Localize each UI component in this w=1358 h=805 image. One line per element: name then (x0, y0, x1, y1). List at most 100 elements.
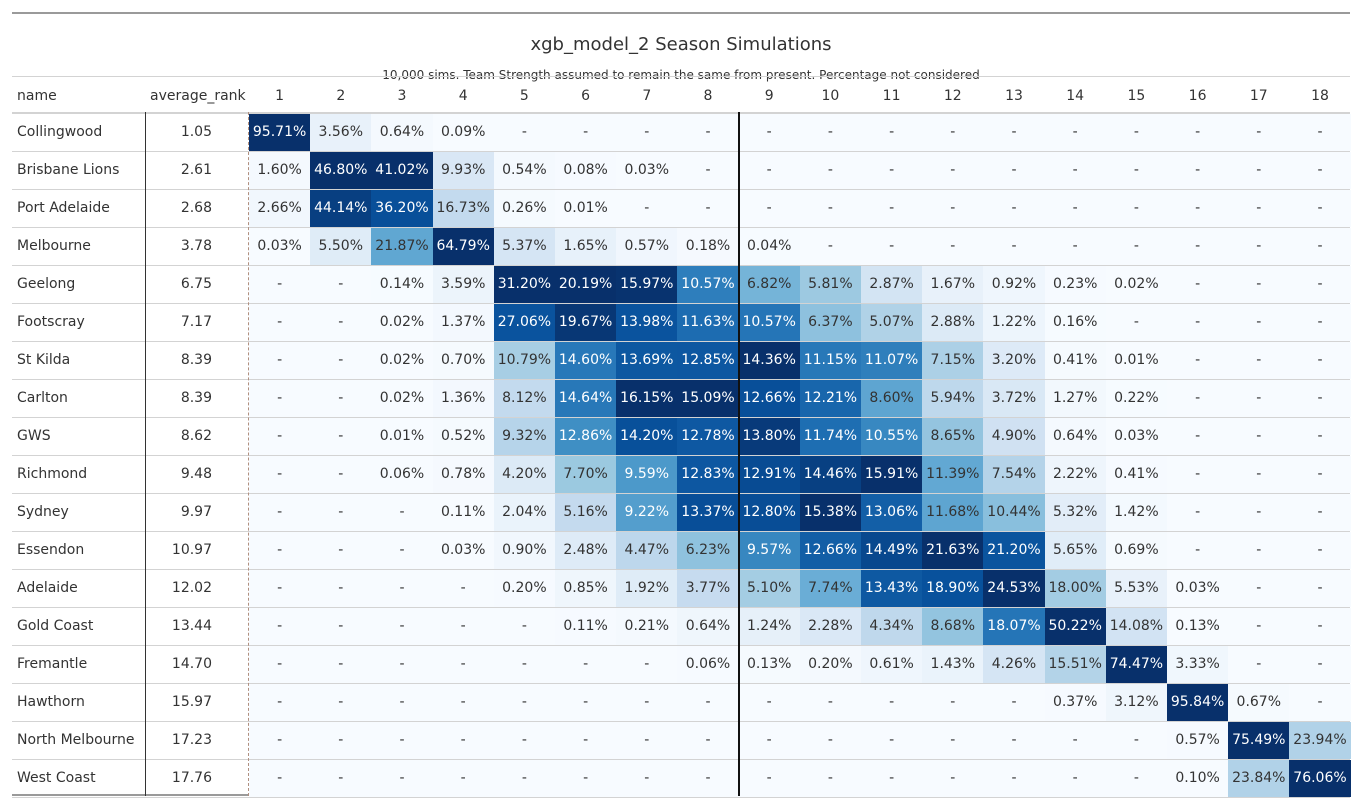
average-rank-value: 13.44 (171, 618, 212, 634)
probability-cell: - (1228, 456, 1290, 493)
probability-cell: - (432, 722, 494, 759)
probability-cell: - (371, 494, 433, 531)
probability-cell: 14.46% (799, 456, 861, 493)
probability-cell: 0.11% (555, 608, 617, 645)
probability-cell: 12.91% (738, 456, 800, 493)
probability-cell: 15.91% (861, 456, 923, 493)
probability-cell: - (738, 152, 800, 189)
probability-cell: - (1228, 342, 1290, 379)
header-name: name (17, 88, 57, 104)
probability-cell: 10.55% (861, 418, 923, 455)
table-row: Gold Coast 13.44- - - - -0.11% 0.21% 0.64% 1.24%… (12, 608, 1351, 646)
table-row: Fremantle 14.70- - - - - - -0.06% 0.13% 0.20% 0.61… (12, 646, 1351, 684)
probability-cell: 10.44% (983, 494, 1045, 531)
probability-cell: - (799, 190, 861, 227)
probability-cell: - (861, 228, 923, 265)
probability-cell: - (1228, 152, 1290, 189)
probability-cell: - (310, 342, 372, 379)
header-position-9: 9 (764, 88, 774, 104)
probability-cell: 13.43% (861, 570, 923, 607)
probability-cell: 2.04% (493, 494, 555, 531)
probability-cell: 2.48% (555, 532, 617, 569)
probability-cell: 14.36% (738, 342, 800, 379)
probability-cell: 0.64% (677, 608, 739, 645)
probability-cell: - (1228, 266, 1290, 303)
probability-cell: 21.87% (371, 228, 433, 265)
team-name: Brisbane Lions (17, 162, 120, 178)
probability-cell: - (1044, 760, 1106, 797)
probability-cell: 0.13% (1167, 608, 1229, 645)
probability-cell: 36.20% (371, 190, 433, 227)
probability-cell: - (983, 228, 1045, 265)
probability-cell: - (1044, 228, 1106, 265)
probability-cell: 0.90% (493, 532, 555, 569)
header-position-18: 18 (1311, 88, 1329, 104)
probability-cell: - (1167, 304, 1229, 341)
table-row: Collingwood 1.05 95.71% 3.56% 0.64% 0.09% - - - -… (12, 114, 1351, 152)
header-position-12: 12 (943, 88, 962, 104)
probability-cell: - (1105, 722, 1167, 759)
probability-cell: 0.54% (493, 152, 555, 189)
probability-cell: - (249, 456, 311, 493)
probability-cell: 0.85% (555, 570, 617, 607)
probability-cell: - (310, 380, 372, 417)
probability-cell: 0.11% (432, 494, 494, 531)
probability-cell: - (861, 684, 923, 721)
probability-cell: - (1289, 190, 1351, 227)
header-position-16: 16 (1188, 88, 1207, 104)
probability-cell: 13.69% (616, 342, 678, 379)
probability-cell: 18.07% (983, 608, 1045, 645)
probability-cell: - (861, 722, 923, 759)
probability-cell: - (1167, 418, 1229, 455)
probability-cell: - (1289, 456, 1351, 493)
probability-cell: 0.02% (371, 342, 433, 379)
table-row: Port Adelaide 2.68 2.66% 44.14% 36.20% 16.73%… (12, 190, 1351, 228)
probability-cell: - (616, 722, 678, 759)
probability-cell: - (371, 532, 433, 569)
probability-cell: - (310, 418, 372, 455)
average-rank-value: 1.05 (180, 124, 212, 140)
probability-cell: - (432, 646, 494, 683)
probability-cell: 0.16% (1044, 304, 1106, 341)
probability-cell: - (249, 342, 311, 379)
probability-cell: 7.74% (799, 570, 861, 607)
team-name: GWS (17, 428, 51, 444)
probability-cell: 0.64% (371, 114, 433, 151)
probability-cell: 11.39% (922, 456, 984, 493)
probability-cell: 64.79% (432, 228, 494, 265)
probability-cell: - (1167, 456, 1229, 493)
probability-cell: 1.60% (249, 152, 311, 189)
probability-cell: 9.93% (432, 152, 494, 189)
probability-cell: - (1167, 342, 1229, 379)
probability-cell: - (1228, 418, 1290, 455)
probability-cell: - (1228, 380, 1290, 417)
probability-cell: 1.27% (1044, 380, 1106, 417)
probability-cell: - (738, 190, 800, 227)
probability-cell: 4.20% (493, 456, 555, 493)
probability-cell: - (1228, 114, 1290, 151)
probability-cell: 2.28% (799, 608, 861, 645)
probability-cell: - (1228, 190, 1290, 227)
table-title: xgb_model_2 Season Simulations (530, 34, 832, 55)
team-name: Port Adelaide (17, 200, 110, 216)
probability-cell: - (1228, 532, 1290, 569)
probability-cell: - (555, 722, 617, 759)
probability-cell: 0.22% (1105, 380, 1167, 417)
table-row: Adelaide 12.02- - - -0.20% 0.85% 1.92% 3.77% 5.1… (12, 570, 1351, 608)
probability-cell: - (616, 760, 678, 797)
probability-cell: - (310, 722, 372, 759)
probability-cell: 11.74% (799, 418, 861, 455)
probability-cell: 12.66% (799, 532, 861, 569)
probability-cell: - (249, 532, 311, 569)
team-name: Collingwood (17, 124, 103, 140)
probability-cell: 9.32% (493, 418, 555, 455)
probability-cell: 8.60% (861, 380, 923, 417)
probability-cell: - (310, 646, 372, 683)
probability-cell: 50.22% (1044, 608, 1106, 645)
probability-cell: 0.06% (371, 456, 433, 493)
probability-cell: 21.20% (983, 532, 1045, 569)
probability-cell: - (677, 190, 739, 227)
probability-cell: - (922, 152, 984, 189)
probability-cell: - (861, 152, 923, 189)
name-column-separator (145, 112, 146, 796)
